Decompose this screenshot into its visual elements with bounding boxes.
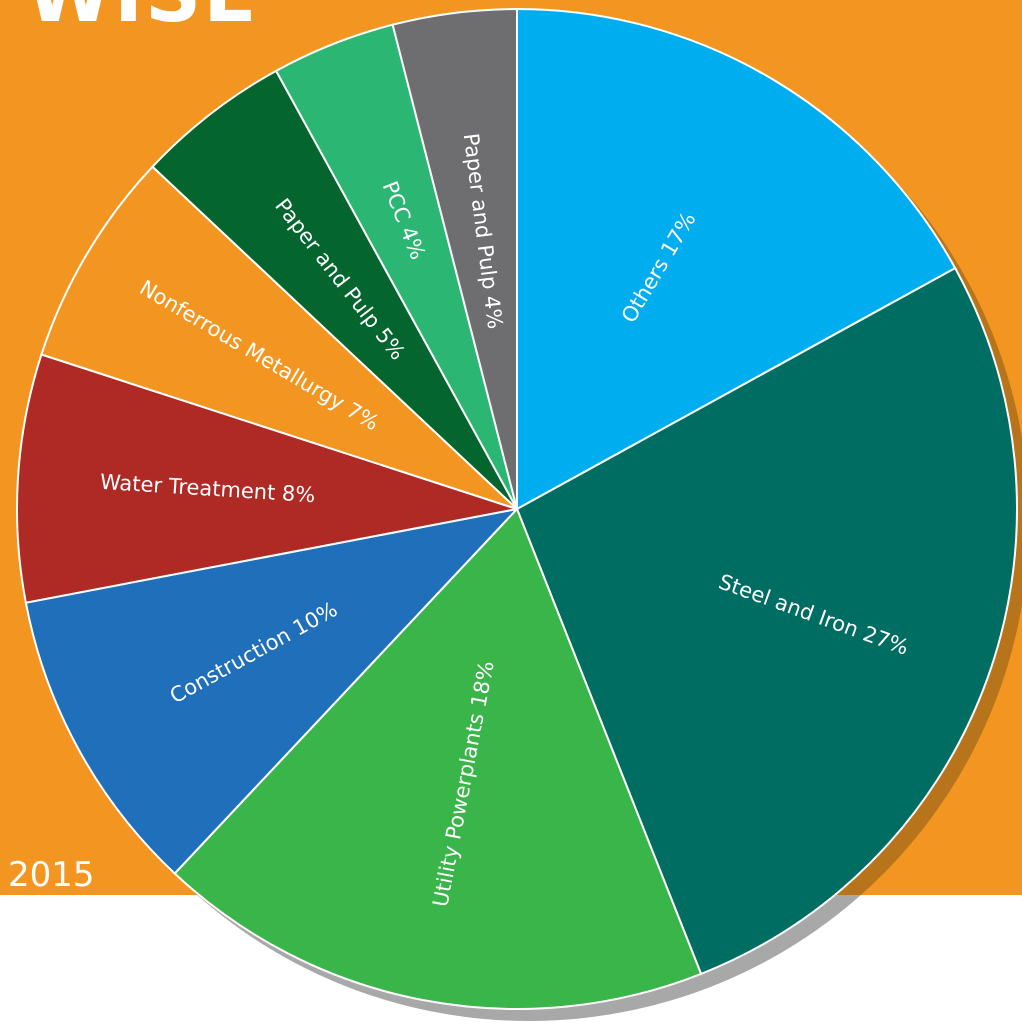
pie-slice-paper-and-pulp-6: [151, 69, 518, 510]
year-label: 2015: [8, 855, 95, 895]
pie-slice-water-treatment-4: [16, 353, 518, 604]
page-title: WISE: [26, 0, 259, 34]
pie-slices: [16, 7, 1018, 1010]
pie-slice-others-0: [516, 7, 957, 511]
pie-slice-steel-and-iron-1: [515, 266, 1018, 976]
pie-slice-construction-3: [24, 507, 520, 875]
pie-slice-utility-powerplants-2: [173, 507, 703, 1010]
pie-slice-nonferrous-metallurgy-5: [40, 165, 518, 510]
pie-slice-paper-and-pulp-8: [391, 7, 518, 510]
